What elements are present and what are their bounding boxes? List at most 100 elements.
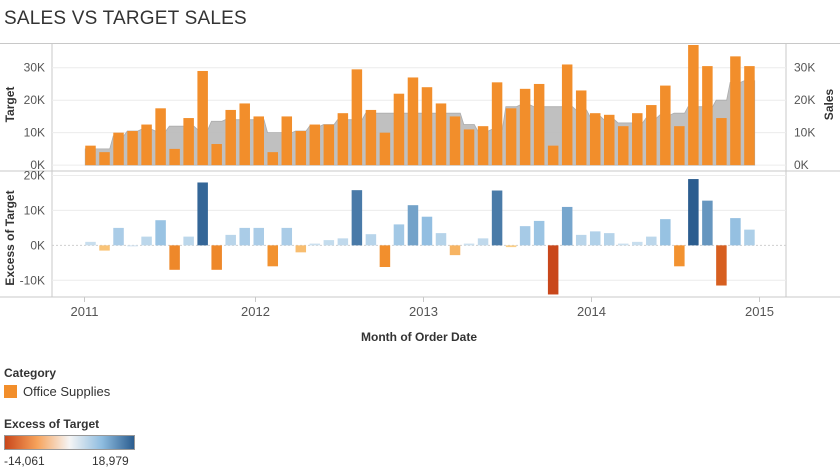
excess-bar [407, 205, 419, 246]
excess-bar [99, 245, 110, 251]
excess-bar [702, 200, 713, 246]
sales-bar [505, 108, 517, 166]
x-tick-label: 2015 [745, 304, 774, 319]
sales-bar [309, 124, 321, 166]
excess-bar [603, 233, 615, 246]
sales-bar [575, 90, 587, 166]
sales-bar [323, 124, 335, 166]
excess-bar [491, 190, 503, 246]
excess-bar [253, 227, 264, 246]
x-tick-label: 2014 [577, 304, 606, 319]
x-tick-label: 2013 [409, 304, 438, 319]
excess-bar [365, 234, 377, 246]
top-right-tick-label: 10K [794, 126, 815, 140]
sales-bar [351, 69, 363, 166]
sales-bar [744, 66, 755, 166]
x-tick-label: 2012 [241, 304, 270, 319]
sales-bar [379, 132, 391, 166]
excess-bar [575, 234, 587, 246]
sales-bar [365, 109, 377, 166]
sales-bar [393, 93, 405, 166]
sales-bar [183, 118, 194, 166]
sales-bar [533, 83, 545, 166]
excess-bar [309, 243, 321, 246]
bottom-tick-label: 0K [30, 238, 45, 252]
sales-bar [561, 64, 573, 166]
excess-bar [197, 182, 208, 246]
excess-bar [323, 240, 335, 246]
excess-bar [435, 233, 447, 246]
sales-bar [337, 113, 349, 166]
excess-bar [169, 245, 180, 270]
excess-bar [127, 245, 138, 247]
sales-bar [127, 131, 138, 166]
sales-bar [674, 126, 685, 166]
legend-excess-title: Excess of Target [4, 417, 100, 431]
excess-bar [688, 179, 699, 246]
sales-bar [407, 77, 419, 166]
excess-bar [660, 219, 671, 246]
bottom-axis-title: Excess of Target [3, 190, 17, 285]
excess-bar [225, 234, 236, 246]
sales-bar [99, 152, 110, 166]
sales-bar [716, 118, 727, 166]
excess-bar [674, 245, 685, 267]
top-right-tick-label: 30K [794, 61, 815, 75]
excess-bar [561, 206, 573, 246]
sales-bar [702, 66, 713, 166]
sales-bar [449, 116, 461, 166]
sales-bar [660, 85, 671, 166]
excess-bar [421, 216, 433, 246]
excess-bar [730, 218, 741, 246]
excess-bar [463, 243, 475, 246]
top-right-tick-label: 20K [794, 93, 815, 107]
excess-bar [547, 245, 559, 295]
legend-item-office-supplies[interactable]: Office Supplies [4, 384, 110, 399]
excess-bar [337, 238, 349, 246]
sales-vs-target-chart: 0K 0K 10K 10K 20K 20K 30K 30K Target Sales -10K 0K 1… [0, 43, 840, 344]
excess-bar [519, 226, 531, 246]
sales-bar [295, 131, 307, 166]
bottom-tick-label: -10K [20, 273, 45, 287]
sales-bar [547, 145, 559, 166]
sales-bar [281, 116, 293, 166]
excess-bar [183, 236, 194, 246]
bottom-tick-label: 20K [24, 168, 45, 182]
excess-bar [716, 245, 727, 286]
excess-bar [267, 245, 279, 267]
excess-bar [113, 227, 124, 246]
excess-bar [505, 245, 517, 248]
excess-bar [533, 220, 545, 246]
sales-bar [197, 70, 208, 166]
sales-bar [589, 113, 601, 166]
sales-bar [519, 88, 531, 166]
sales-bar [239, 103, 250, 166]
sales-bar [463, 129, 475, 166]
legend-min-label: -14,061 [4, 454, 45, 468]
sales-bar [211, 144, 222, 166]
excess-bar [295, 245, 307, 253]
excess-bar [239, 227, 250, 246]
excess-bar [351, 190, 363, 246]
legend-category-title: Category [4, 366, 57, 380]
sales-bar [421, 87, 433, 166]
legend-item-label: Office Supplies [23, 384, 111, 399]
excess-bar [477, 238, 489, 246]
excess-bar [379, 245, 391, 268]
excess-bar [589, 231, 601, 246]
sales-bar [632, 113, 643, 166]
excess-bar [141, 236, 152, 246]
excess-bar [211, 245, 222, 270]
excess-bar [646, 236, 657, 246]
x-tick-label: 2011 [71, 304, 99, 319]
sales-bar [169, 148, 180, 166]
sales-bar [225, 109, 236, 166]
excess-bar [85, 241, 96, 246]
excess-bar [449, 245, 461, 256]
legend-swatch [4, 385, 17, 398]
top-left-tick-label: 20K [24, 93, 45, 107]
excess-color-ramp [4, 435, 135, 450]
sales-bar [85, 145, 96, 166]
top-left-tick-label: 0K [30, 158, 45, 172]
top-left-tick-label: 30K [24, 61, 45, 75]
